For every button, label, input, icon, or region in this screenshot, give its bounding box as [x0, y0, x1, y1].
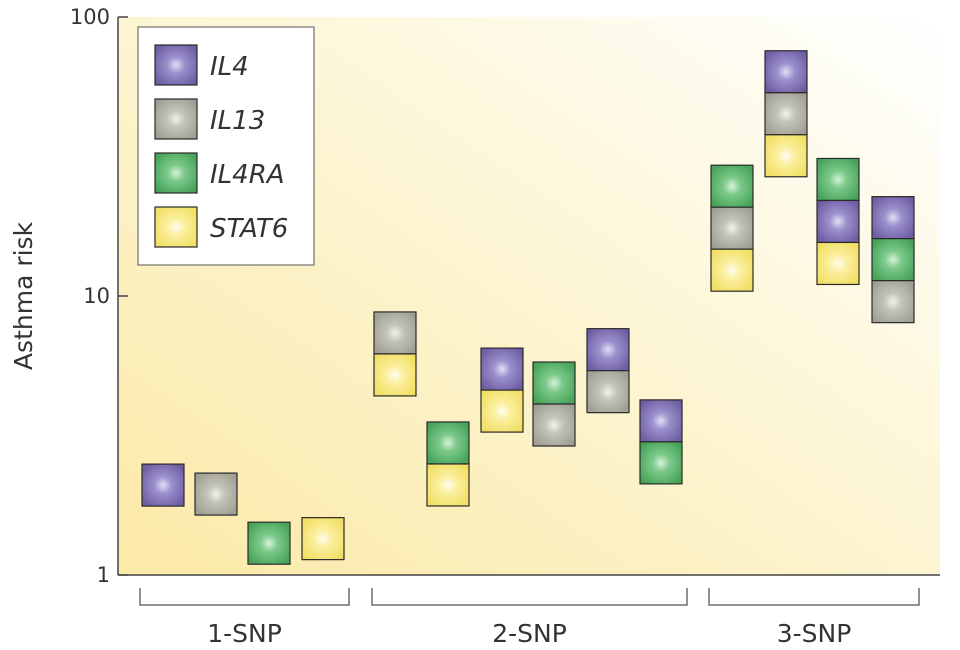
gene-square-il4ra	[710, 164, 754, 208]
combination-stacks	[141, 50, 915, 565]
combination-il4-il4ra-il13	[871, 196, 915, 324]
group-brackets: 1-SNP 2-SNP 3-SNP	[139, 588, 920, 648]
y-axis-title: Asthma risk	[9, 221, 38, 370]
gene-square-il4ra	[426, 421, 470, 465]
gene-square-il4ra	[639, 441, 683, 485]
legend-label: IL13	[210, 106, 265, 136]
gene-square-il4	[816, 199, 860, 244]
gene-square-stat6	[480, 389, 524, 433]
combination-il4ra-stat6	[426, 421, 470, 507]
group-bracket	[371, 588, 688, 606]
combination-il13	[194, 472, 238, 516]
gene-square-il13	[764, 92, 808, 136]
group-label: 3-SNP	[777, 619, 852, 648]
combination-il4ra	[247, 521, 291, 565]
gene-square-il4ra	[532, 361, 576, 405]
gene-square-il4	[480, 347, 524, 391]
gene-square-stat6	[764, 134, 808, 178]
y-tick-label: 100	[70, 5, 110, 29]
legend-label: IL4	[210, 52, 249, 82]
combination-il4-stat6	[480, 347, 524, 433]
legend-label: STAT6	[210, 214, 288, 244]
gene-square-il4ra	[871, 238, 915, 282]
gene-square-il4	[764, 50, 808, 94]
combination-il4-il13-stat6	[764, 50, 808, 178]
gene-square-il13	[871, 280, 915, 324]
legend-swatch-il13	[154, 98, 198, 140]
gene-square-stat6	[710, 248, 754, 292]
group-bracket	[139, 588, 350, 606]
gene-square-stat6	[373, 353, 417, 397]
gene-square-il13	[194, 472, 238, 516]
gene-square-stat6	[301, 517, 345, 561]
gene-square-il4	[141, 463, 185, 507]
gene-square-il13	[532, 403, 576, 447]
group-label: 2-SNP	[492, 619, 567, 648]
gene-square-il4ra	[247, 521, 291, 565]
combination-il4ra-il13	[532, 361, 576, 447]
combination-stat6	[301, 517, 345, 561]
legend-label: IL4RA	[210, 160, 285, 190]
gene-square-il13	[373, 311, 417, 355]
gene-square-il4	[639, 399, 683, 443]
combination-il4-il4ra	[639, 399, 683, 485]
legend-swatch-il4ra	[154, 152, 198, 194]
combination-il4-il13	[586, 328, 630, 414]
legend-swatch-stat6	[154, 206, 198, 248]
combination-il4ra-il13-stat6	[710, 164, 754, 292]
combination-il4	[141, 463, 185, 507]
gene-square-stat6	[426, 463, 470, 507]
gene-square-il4ra	[816, 157, 860, 202]
y-tick-label: 10	[83, 284, 110, 308]
group-label: 1-SNP	[207, 619, 282, 648]
gene-square-il4	[871, 196, 915, 240]
gene-square-il4	[586, 328, 630, 372]
legend-swatch-il4	[154, 44, 198, 86]
y-tick-label: 1	[97, 563, 110, 587]
group-bracket	[708, 588, 920, 606]
gene-square-il13	[586, 370, 630, 414]
y-ticks: 1 10 100	[70, 5, 128, 587]
legend: IL4 IL13 IL4RA STAT6	[137, 26, 315, 266]
combination-il4ra-il4-stat6	[816, 157, 860, 286]
gene-square-il13	[710, 206, 754, 250]
combination-il13-stat6	[373, 311, 417, 397]
gene-square-stat6	[816, 241, 860, 286]
